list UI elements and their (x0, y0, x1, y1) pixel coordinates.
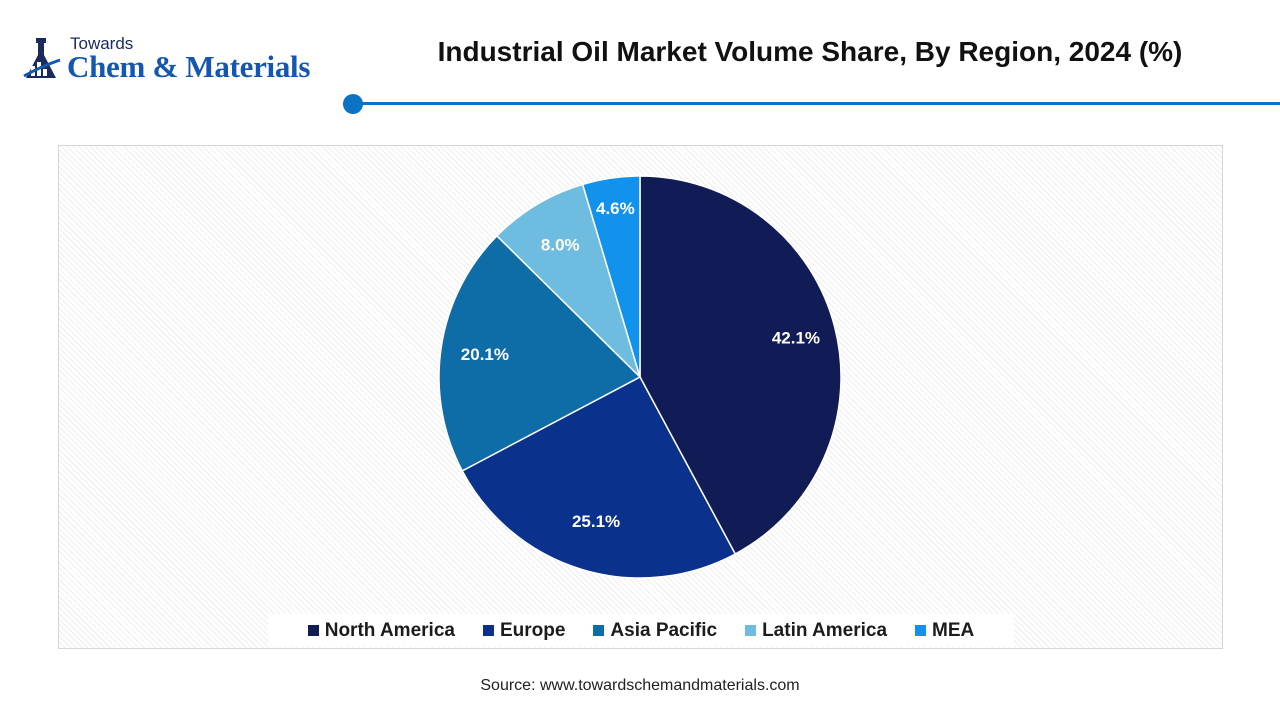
legend-label: Latin America (762, 619, 888, 641)
brand-logo: Towards Chem & Materials (22, 34, 342, 90)
legend-item-mea: MEA (915, 620, 974, 642)
legend-label: MEA (932, 619, 975, 641)
pie-slice-latin-america (495, 183, 641, 378)
pie-slice-mea (581, 175, 641, 378)
data-label-latin-america: 8.0% (541, 235, 580, 254)
title-rule-dot (343, 94, 363, 114)
legend-item-north-america: North America (307, 619, 455, 642)
data-label-mea: 4.6% (596, 199, 635, 218)
pie-slice-north-america (639, 175, 842, 556)
legend-item-europe: Europe (482, 619, 566, 642)
legend-item-asia-pacific: Asia Pacific (593, 620, 717, 642)
data-label-asia-pacific: 20.1% (461, 345, 509, 364)
pie-slice-europe (461, 375, 737, 579)
title-rule-line (360, 102, 1280, 105)
legend-swatch (745, 625, 757, 636)
legend-label: North America (324, 619, 455, 641)
legend-swatch (593, 625, 605, 636)
legend-swatch (482, 625, 494, 636)
chart-legend: North America Europe Asia Pacific Latin Ame… (268, 614, 1014, 647)
data-label-europe: 25.1% (572, 512, 620, 531)
logo-top-text: Towards (70, 34, 134, 53)
source-note: Source: www.towardschemandmaterials.com (480, 677, 800, 694)
data-label-north-america: 42.1% (772, 329, 820, 348)
chart-title: Industrial Oil Market Volume Share, By R… (437, 36, 1183, 67)
logo-main-text: Chem & Materials (67, 49, 311, 84)
pie-slice-asia-pacific (438, 234, 642, 472)
legend-label: Asia Pacific (610, 619, 718, 641)
legend-swatch (915, 625, 927, 636)
legend-label: Europe (499, 619, 566, 641)
legend-swatch (307, 625, 319, 636)
legend-item-latin-america: Latin America (745, 620, 887, 642)
flask-logo-icon (23, 38, 61, 78)
